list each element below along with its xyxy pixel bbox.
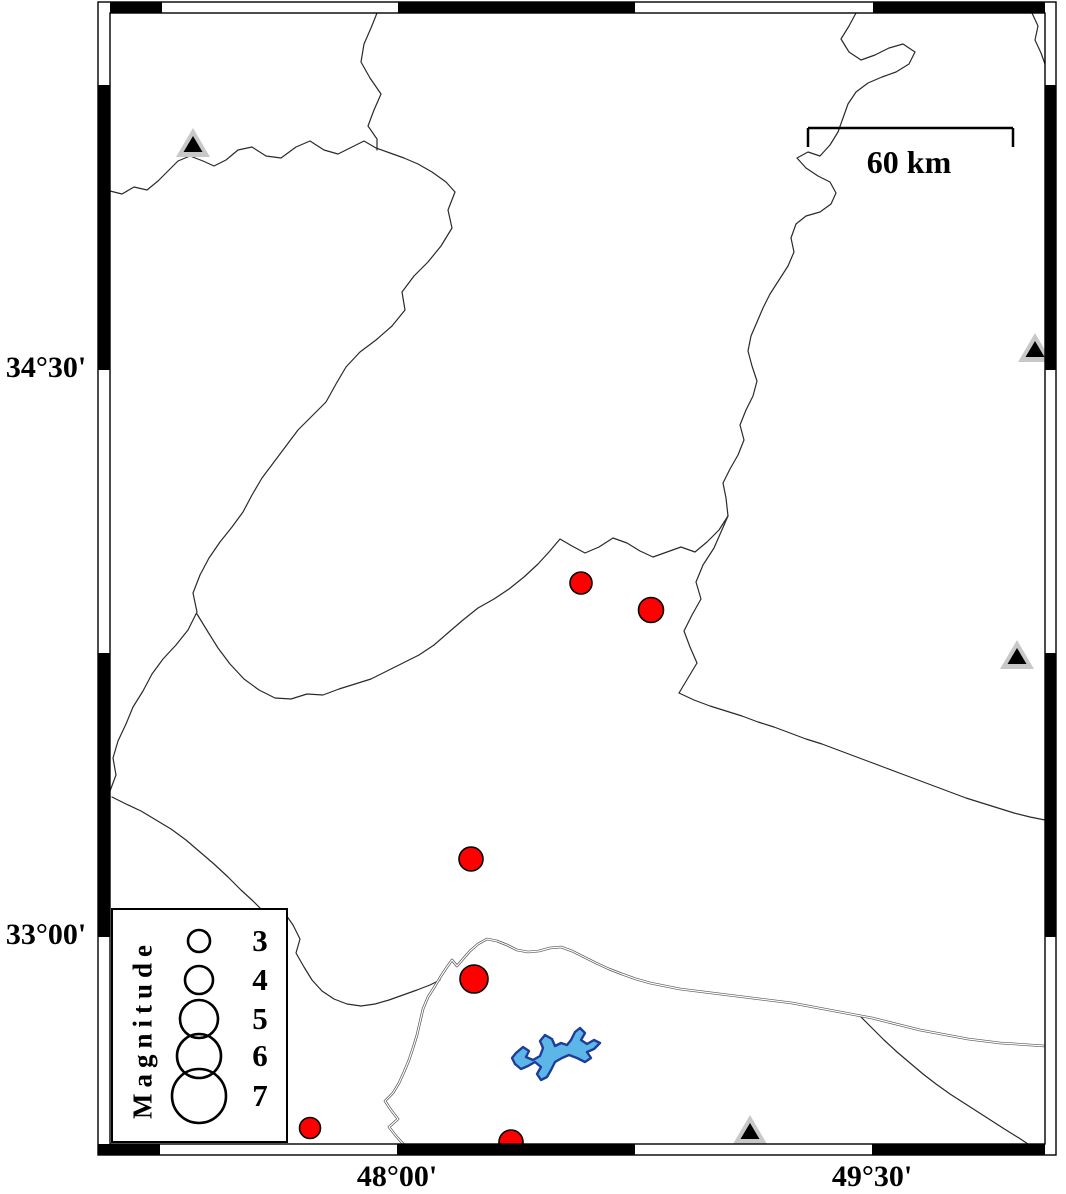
longitude-axis-label: 49°30' [831, 1160, 913, 1193]
river-core [384, 938, 1046, 1147]
station-marker-inner [1007, 648, 1027, 664]
boundary-line [111, 796, 263, 911]
boundary-line [283, 911, 441, 1007]
longitude-axis-label: 48°00' [356, 1160, 438, 1193]
legend-magnitude-value: 4 [252, 962, 268, 997]
legend-magnitude-circle [183, 964, 215, 996]
frame-outer-rect [97, 1, 1057, 1156]
earthquake-marker [459, 964, 489, 994]
boundary-line [1031, 12, 1046, 65]
frame-band-right [1045, 2, 1056, 1155]
frame-black-segment [1045, 85, 1056, 370]
legend-title: Magnitude [127, 938, 158, 1120]
earthquake-marker [458, 846, 484, 872]
legend-magnitude-value: 3 [252, 923, 268, 958]
legend-circles-canvas [170, 928, 228, 1125]
boundary-line [722, 12, 916, 517]
legend-magnitude-value: 5 [252, 1001, 268, 1036]
station-marker-inner [183, 136, 203, 152]
boundary-line [678, 515, 729, 694]
legend-magnitude-circle [186, 928, 212, 954]
frame-black-segment [873, 2, 1045, 13]
frame-black-segment [98, 1144, 160, 1155]
frame-black-segment [398, 2, 635, 13]
latitude-axis-label: 33°00' [5, 918, 87, 951]
boundary-line [109, 191, 456, 792]
station-marker-inner [1025, 341, 1045, 357]
frame-black-segment [98, 85, 110, 370]
boundary-line [196, 515, 729, 700]
frame-black-segment [1045, 653, 1056, 937]
earthquake-marker [637, 596, 665, 624]
legend-magnitude-value: 6 [252, 1038, 268, 1073]
scale-bar-label: 60 km [866, 144, 952, 180]
boundary-line [109, 140, 456, 195]
lake-shape [510, 1026, 602, 1082]
legend-magnitude-circle [170, 1067, 228, 1125]
legend-magnitude-circle [178, 998, 220, 1040]
boundary-line [360, 12, 382, 151]
frame-black-segment [98, 653, 110, 937]
earthquake-marker [569, 571, 593, 595]
frame-black-segment [110, 2, 162, 13]
boundary-line [859, 1015, 1029, 1145]
latitude-axis-label: 34°30' [5, 351, 87, 384]
frame-black-segment [872, 1144, 1045, 1155]
frame-black-segment [397, 1144, 635, 1155]
legend-magnitude-value: 7 [252, 1078, 268, 1113]
boundary-line [678, 692, 1046, 821]
legend-magnitude-circle [175, 1032, 223, 1080]
station-marker-inner [740, 1123, 760, 1139]
frame-inner-rect [109, 12, 1046, 1145]
earthquake-marker [298, 1116, 322, 1140]
